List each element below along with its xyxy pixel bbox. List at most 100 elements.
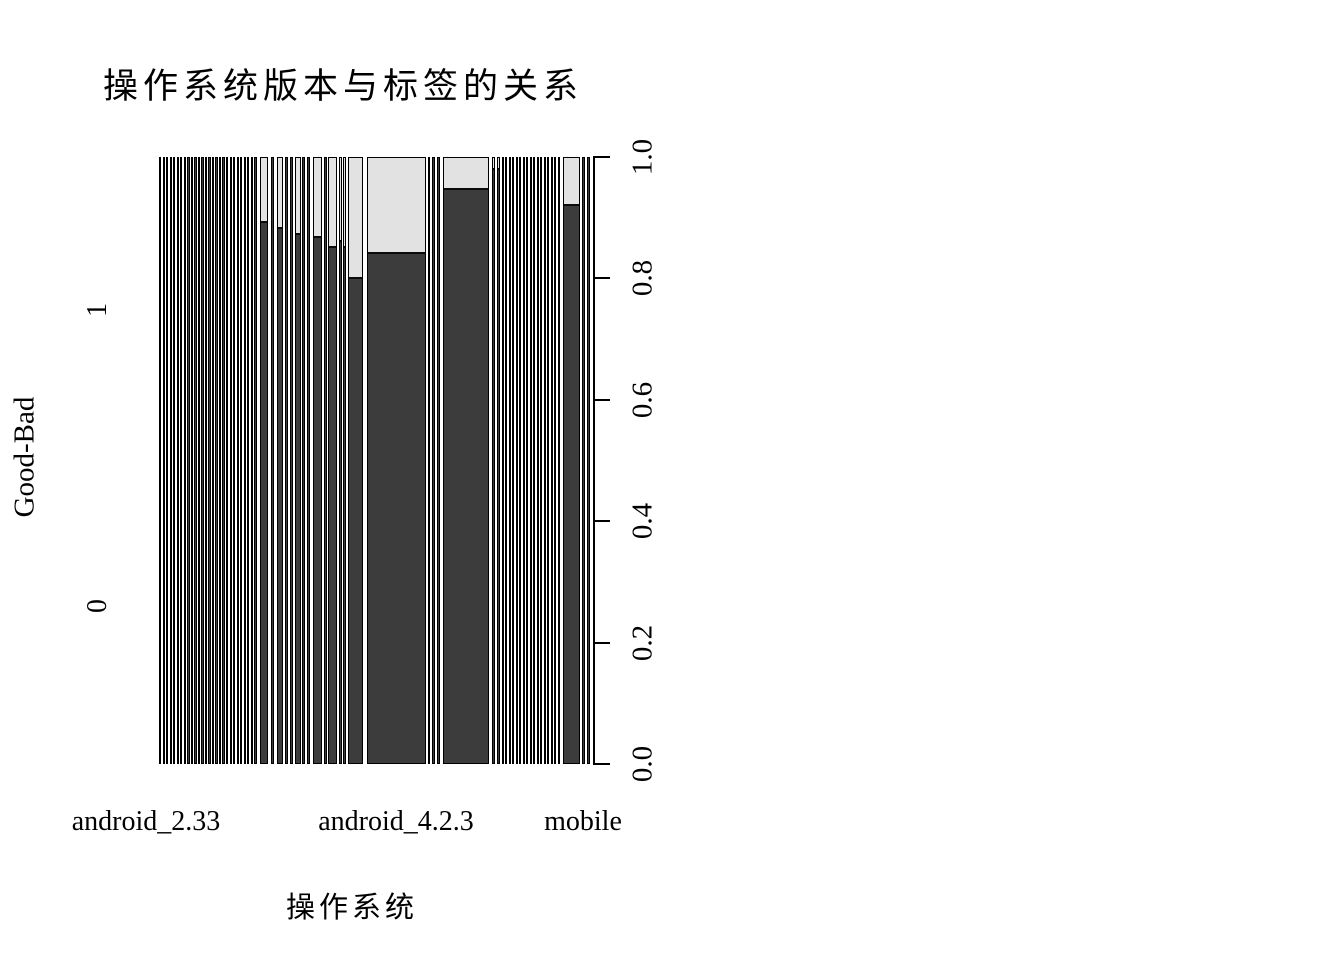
spine-bar — [215, 157, 218, 764]
spine-bar — [250, 157, 253, 764]
response-level-label: 0 — [82, 599, 113, 613]
spine-bar — [427, 157, 431, 764]
x-axis-title: 操作系统 — [285, 892, 419, 924]
spine-bar — [554, 157, 557, 764]
x-tick-label: android_4.2.3 — [318, 806, 474, 837]
spine-bar — [540, 157, 543, 764]
spine-bar — [492, 157, 495, 764]
spine-bar — [295, 157, 301, 764]
spine-bar — [508, 157, 511, 764]
spine-bar-light-segment — [368, 158, 425, 254]
right-axis-tick — [593, 520, 610, 523]
spine-bar-light-segment — [328, 158, 337, 248]
spine-bar — [512, 157, 515, 764]
spine-bar — [201, 157, 204, 764]
spine-bar — [169, 157, 172, 764]
spine-bar-light-segment — [444, 158, 488, 191]
spine-bar — [187, 157, 190, 764]
spine-bar — [159, 157, 162, 764]
spine-bar-light-segment — [497, 158, 499, 171]
spine-bar — [289, 157, 293, 764]
spine-bar — [208, 157, 211, 764]
spine-bar-light-segment — [564, 158, 579, 206]
spine-bar — [543, 157, 546, 764]
spine-bar-light-segment — [277, 158, 283, 229]
spine-bar-light-segment — [340, 158, 341, 242]
spine-bar — [218, 157, 222, 764]
spine-bar — [550, 157, 553, 764]
spine-bar — [247, 157, 250, 764]
spine-bar — [348, 157, 363, 764]
right-axis-tick — [593, 156, 610, 158]
spine-bar — [343, 157, 347, 764]
right-axis-tick — [593, 277, 610, 280]
spine-bar — [526, 157, 529, 764]
spine-bar — [194, 157, 197, 764]
spine-bar — [254, 157, 257, 764]
spine-bar — [166, 157, 169, 764]
spine-bar — [563, 157, 580, 764]
spine-bar — [276, 157, 284, 764]
spine-bar — [162, 157, 165, 764]
y-tick-label: 0.6 — [626, 381, 659, 418]
spine-bar — [431, 157, 435, 764]
spine-bar — [436, 157, 440, 764]
spine-bar — [324, 157, 327, 764]
spine-bar — [197, 157, 201, 764]
spine-bar — [519, 157, 522, 764]
spine-bar — [270, 157, 274, 764]
spine-bar — [180, 157, 183, 764]
spine-bar — [496, 157, 500, 764]
y-tick-label: 0.2 — [626, 624, 659, 661]
spine-bar — [229, 157, 232, 764]
spine-bar — [501, 157, 504, 764]
right-axis-tick — [593, 641, 610, 644]
y-tick-label: 1.0 — [626, 138, 659, 176]
right-axis-tick — [593, 763, 610, 765]
spine-bar-light-segment — [493, 158, 494, 171]
spine-bar — [204, 157, 208, 764]
spine-bar — [586, 157, 591, 764]
spine-bar — [190, 157, 194, 764]
spine-bar-light-segment — [344, 158, 346, 248]
spine-bar — [536, 157, 539, 764]
spine-bar — [259, 157, 268, 764]
spine-bar — [339, 157, 342, 764]
spine-bar — [285, 157, 288, 764]
spine-bar — [236, 157, 239, 764]
spine-bar — [176, 157, 179, 764]
spine-bar — [233, 157, 236, 764]
spine-bar — [529, 157, 532, 764]
spine-bar — [443, 157, 489, 764]
spine-bar — [582, 157, 585, 764]
y-tick-label: 0.0 — [626, 745, 659, 783]
spine-bar — [173, 157, 176, 764]
spine-bar — [183, 157, 187, 764]
spine-bar — [226, 157, 229, 764]
spine-bar — [313, 157, 322, 764]
spine-bar — [222, 157, 225, 764]
spine-bar — [522, 157, 525, 764]
spine-bar-light-segment — [314, 158, 321, 239]
spine-bar — [515, 157, 518, 764]
spine-bar-light-segment — [260, 158, 267, 223]
y-tick-label: 0.8 — [626, 260, 659, 297]
spine-bar — [505, 157, 508, 764]
chart-title: 操作系统版本与标签的关系 — [102, 67, 584, 106]
spine-bar — [327, 157, 338, 764]
spine-bar — [307, 157, 311, 764]
x-tick-label: mobile — [544, 806, 622, 837]
right-axis-tick — [593, 398, 610, 401]
spine-bar — [302, 157, 305, 764]
spine-bar — [367, 157, 426, 764]
response-level-label: 1 — [82, 303, 113, 317]
spine-bar — [533, 157, 536, 764]
x-tick-label: android_2.33 — [71, 806, 221, 837]
spine-bar — [240, 157, 243, 764]
spine-bar — [211, 157, 215, 764]
right-axis-line — [593, 156, 595, 765]
spine-bar-light-segment — [296, 158, 300, 236]
spine-bar-light-segment — [349, 158, 362, 279]
